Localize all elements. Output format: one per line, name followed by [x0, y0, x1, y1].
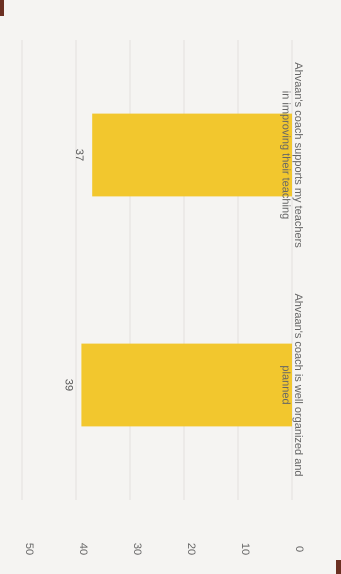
- bar: [81, 343, 293, 427]
- y-tick-label: 10: [239, 543, 251, 555]
- bar: [92, 113, 292, 197]
- category-label-line: in improving their teaching: [280, 91, 292, 219]
- y-tick-label: 20: [185, 543, 197, 555]
- data-label: 37: [73, 149, 85, 161]
- y-tick-label: 0: [293, 546, 305, 552]
- corner-accent-mark: [336, 560, 341, 574]
- category-label: Ahvaan's coach is well organized andplan…: [280, 293, 305, 476]
- category-label-line: planned: [280, 365, 292, 404]
- category-label-line: Ahvaan's coach is well organized and: [292, 293, 304, 476]
- y-tick-label: 40: [77, 543, 89, 555]
- corner-accent-mark: [0, 0, 4, 16]
- data-label: 39: [62, 379, 74, 391]
- y-tick-label: 50: [23, 543, 35, 555]
- category-label-line: Ahvaan's coach supports my teachers: [292, 62, 304, 248]
- plot-area: 0 10 20 30 40 50 39 Ahvaan's coach is well orga…: [21, 40, 305, 555]
- category-label: Ahvaan's coach supports my teachersin im…: [280, 62, 305, 248]
- y-tick-label: 30: [131, 543, 143, 555]
